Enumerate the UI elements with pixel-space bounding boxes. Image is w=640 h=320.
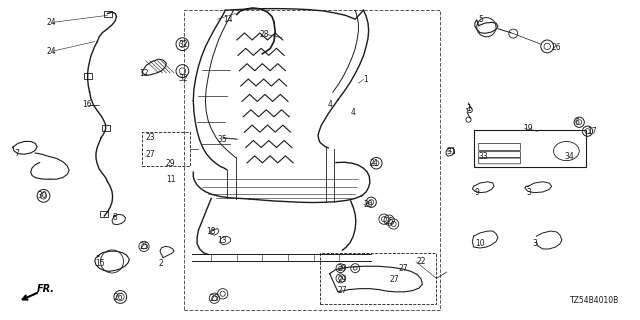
Text: 21: 21 <box>370 159 380 168</box>
Text: 27: 27 <box>146 150 156 159</box>
Text: 25: 25 <box>140 242 149 251</box>
Text: 31: 31 <box>447 147 456 156</box>
Bar <box>84 73 92 79</box>
Bar <box>104 12 111 17</box>
Text: 25: 25 <box>384 217 394 226</box>
Bar <box>102 125 109 131</box>
Text: 32: 32 <box>178 74 188 83</box>
Text: 10: 10 <box>475 239 484 248</box>
Text: 20: 20 <box>364 200 373 209</box>
Text: 27: 27 <box>398 264 408 273</box>
Bar <box>100 212 108 217</box>
Text: 25: 25 <box>210 294 220 303</box>
Text: FR.: FR. <box>37 284 55 294</box>
Text: 4: 4 <box>328 100 333 109</box>
Text: 3: 3 <box>526 188 531 197</box>
Text: 9: 9 <box>475 188 480 197</box>
Text: 2: 2 <box>159 259 163 268</box>
Text: 26: 26 <box>552 43 561 52</box>
Text: 13: 13 <box>218 236 227 245</box>
Text: 3: 3 <box>532 239 538 248</box>
Text: 7: 7 <box>14 149 19 158</box>
Bar <box>184 10 440 310</box>
Text: 16: 16 <box>82 100 92 109</box>
Text: 27: 27 <box>338 286 348 295</box>
Text: 30: 30 <box>37 191 47 200</box>
Text: 24: 24 <box>46 18 56 27</box>
Text: 8: 8 <box>112 213 116 222</box>
Text: 23: 23 <box>146 133 156 142</box>
Text: 11: 11 <box>166 175 176 184</box>
Text: 27: 27 <box>389 275 399 284</box>
Text: 22: 22 <box>416 257 426 266</box>
Text: 35: 35 <box>218 135 227 144</box>
Text: 4: 4 <box>351 108 356 116</box>
Text: TZ54B4010B: TZ54B4010B <box>570 296 620 305</box>
Text: 14: 14 <box>223 15 232 24</box>
Text: 34: 34 <box>564 152 574 161</box>
Text: 15: 15 <box>95 259 104 268</box>
Text: 32: 32 <box>178 40 188 49</box>
Text: 1: 1 <box>466 104 470 113</box>
Text: 5: 5 <box>479 15 484 24</box>
Text: 33: 33 <box>479 152 488 161</box>
Text: 29: 29 <box>338 275 348 284</box>
Text: 29: 29 <box>338 264 348 273</box>
Text: 24: 24 <box>46 47 56 56</box>
Text: 18: 18 <box>206 227 216 236</box>
Text: 29: 29 <box>165 159 175 168</box>
Text: 6: 6 <box>575 118 580 127</box>
Text: 26: 26 <box>114 293 124 302</box>
Text: 17: 17 <box>588 127 597 136</box>
Text: 1: 1 <box>364 75 368 84</box>
Bar <box>142 132 190 166</box>
Text: 19: 19 <box>524 124 533 132</box>
Text: 12: 12 <box>140 69 149 78</box>
Bar <box>320 253 436 304</box>
Text: 28: 28 <box>259 30 269 39</box>
